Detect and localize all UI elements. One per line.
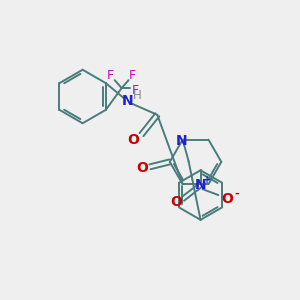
Text: F: F [132,84,139,97]
Text: F: F [129,69,136,82]
Text: N: N [122,94,134,108]
Text: N: N [195,178,206,192]
Text: O: O [221,192,233,206]
Text: H: H [133,88,142,101]
Text: O: O [170,195,182,209]
Text: O: O [136,161,148,175]
Text: N: N [176,134,188,148]
Text: -: - [234,189,238,199]
Text: +: + [203,175,211,185]
Text: O: O [128,133,140,147]
Text: F: F [107,69,114,82]
